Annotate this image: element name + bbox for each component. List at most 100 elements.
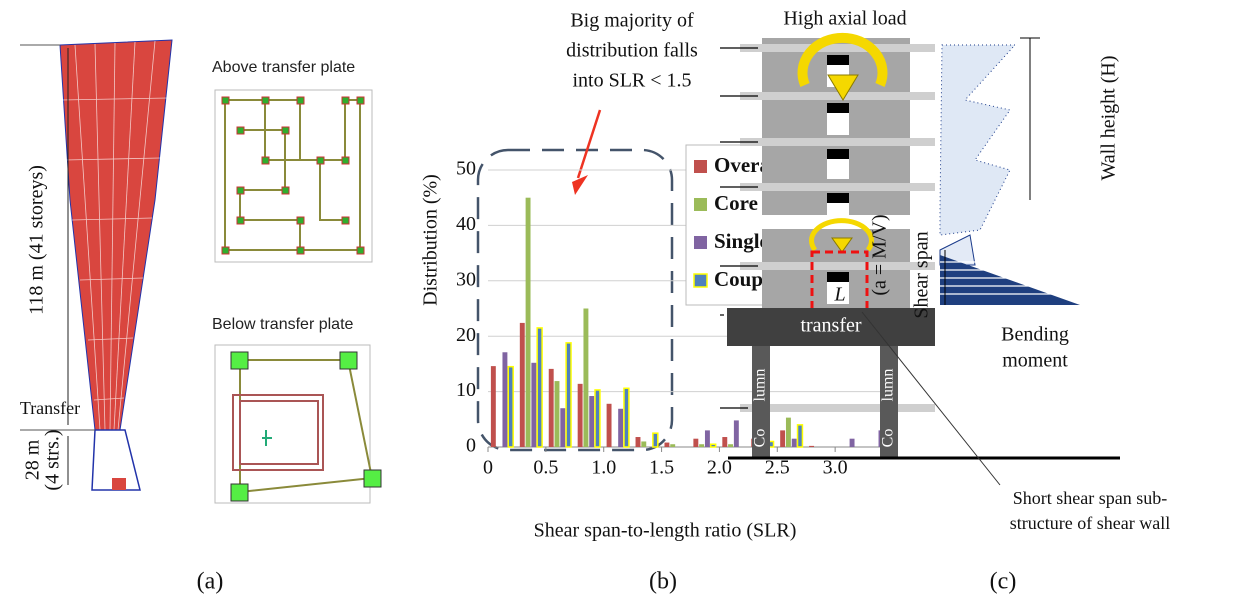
column	[880, 346, 898, 458]
plan-above	[214, 89, 373, 263]
bar	[728, 444, 734, 447]
caption: (a)	[197, 569, 224, 595]
shear-span-label: Shear span	[911, 231, 933, 318]
shear-span-label: (a = M/V)	[869, 214, 891, 295]
y-tick-label: 20	[456, 324, 476, 346]
x-tick-label: 0.5	[533, 457, 558, 479]
bottom-label: 28 m	[22, 439, 44, 480]
bar	[531, 362, 537, 447]
caption: (b)	[649, 569, 677, 595]
bar	[548, 368, 554, 447]
y-tick-label: 40	[456, 213, 476, 235]
legend-swatch	[694, 160, 707, 173]
transfer-plate	[727, 308, 935, 346]
bar	[704, 430, 710, 447]
moment-arrow	[809, 218, 874, 252]
podium-base	[112, 478, 126, 490]
y-tick-label: 10	[456, 379, 476, 401]
bar	[849, 438, 855, 447]
bar	[502, 352, 508, 447]
caption: (c)	[990, 569, 1017, 595]
y-tick-label: 0	[466, 435, 476, 457]
bar	[733, 420, 739, 447]
bar	[565, 342, 572, 448]
plan-columns	[230, 351, 382, 502]
height-label: 118 m (41 storeys)	[26, 165, 48, 315]
substructure-box	[810, 250, 869, 312]
bar	[791, 438, 797, 447]
moment-hatch	[940, 261, 1060, 295]
bar	[809, 445, 815, 447]
bottom-label: (4 strs.)	[42, 429, 64, 490]
bar	[589, 396, 595, 447]
annotation: distribution falls	[566, 40, 698, 62]
bar	[670, 444, 676, 447]
y-axis-label: Distribution (%)	[420, 174, 442, 306]
column	[752, 346, 770, 458]
bar	[618, 408, 624, 447]
bar	[519, 322, 525, 447]
moment-label: Bending	[1001, 324, 1069, 346]
plan-title: Above transfer plate	[212, 59, 355, 76]
bar	[699, 444, 705, 447]
legend-swatch	[694, 236, 707, 249]
bar	[722, 437, 728, 447]
wall-height-label: Wall height (H)	[1098, 55, 1120, 180]
column-label: lumn	[880, 369, 897, 402]
panel-c: High axial load L transfer Co lumn Co lu…	[720, 8, 1170, 595]
x-axis-label: Shear span-to-length ratio (SLR)	[534, 520, 797, 542]
legend-swatch	[693, 273, 708, 288]
annotation-arrow	[576, 109, 602, 179]
transfer-label: transfer	[800, 315, 861, 337]
bar	[606, 403, 612, 447]
bar	[693, 438, 699, 447]
bar	[785, 417, 791, 447]
highlight-box	[476, 148, 674, 452]
annotation: into SLR < 1.5	[572, 70, 691, 92]
bar	[623, 387, 630, 448]
note: structure of shear wall	[1010, 513, 1170, 533]
bar	[664, 442, 670, 447]
panel-a: 118 m (41 storeys) Transfer 28 m (4 strs…	[20, 39, 382, 595]
bar	[780, 430, 786, 447]
x-tick-label: 1.5	[649, 457, 674, 479]
x-tick-label: 3.0	[823, 457, 848, 479]
bar	[507, 365, 514, 448]
annotation-arrowhead	[572, 175, 588, 195]
bar	[796, 424, 804, 448]
floor-slabs	[740, 44, 935, 412]
note: Short shear span sub-	[1013, 488, 1167, 508]
bar	[577, 383, 583, 447]
top-label: High axial load	[783, 8, 906, 30]
bar	[652, 432, 659, 448]
x-tick-label: 0	[483, 457, 493, 479]
building-grid	[61, 40, 169, 431]
y-tick-label: 30	[456, 268, 476, 290]
bar	[641, 441, 647, 447]
moment-arrow	[797, 32, 888, 87]
x-tick-label: 2.0	[707, 457, 732, 479]
bar	[560, 408, 566, 447]
column-label: Co	[752, 429, 769, 448]
bar	[710, 443, 717, 448]
bar	[536, 327, 543, 448]
column-label: lumn	[752, 369, 769, 402]
moment-diagram	[940, 255, 1080, 305]
load-arrow	[831, 237, 853, 253]
bar	[554, 381, 560, 447]
lateral-loads	[720, 47, 758, 409]
podium-frame	[91, 429, 141, 491]
leader-line	[861, 311, 1001, 486]
legend-swatch	[694, 198, 707, 211]
length-label: L	[833, 284, 845, 306]
load-profile	[939, 44, 1017, 236]
x-tick-label: 1.0	[591, 457, 616, 479]
bar	[635, 437, 641, 447]
x-tick-label: 2.5	[765, 457, 790, 479]
load-arrow	[827, 74, 859, 101]
moment-label: moment	[1002, 350, 1068, 372]
plan-nodes	[221, 96, 365, 255]
plan-title: Below transfer plate	[212, 316, 354, 333]
bar	[525, 197, 531, 447]
